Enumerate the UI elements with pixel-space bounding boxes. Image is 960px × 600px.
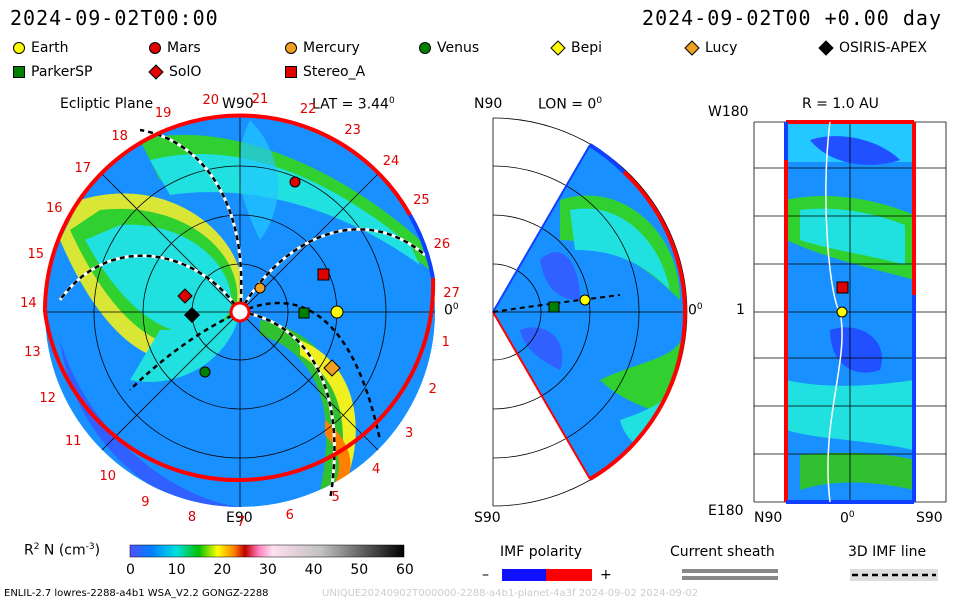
carrington-20: 20 [202, 93, 220, 109]
lon-label: LON = 00 [538, 96, 603, 113]
imf-positive-bar [546, 569, 592, 581]
mid-1-label: 1 [736, 302, 745, 318]
right-timestamp: 2024-09-02T00 +0.00 day [642, 6, 942, 30]
lat-label: LAT = 3.440 [312, 96, 395, 113]
stereo-a-marker [317, 268, 330, 281]
carrington-25: 25 [413, 192, 430, 208]
osiris-apex-marker [184, 307, 200, 323]
legend-osiris-apex: OSIRIS-APEX [818, 40, 927, 56]
legend-parkersp: ParkerSP [12, 64, 92, 80]
carrington-1: 1 [441, 334, 450, 350]
e180-label: E180 [708, 503, 744, 519]
carrington-3: 3 [404, 425, 414, 441]
legend-lucy: Lucy [684, 40, 737, 56]
meridional-panel [492, 117, 688, 507]
w180-label: W180 [708, 104, 749, 120]
n90-label: N90 [474, 96, 503, 112]
legend-mercury: Mercury [284, 40, 360, 56]
carrington-2: 2 [428, 382, 437, 398]
radius-label: R = 1.0 AU [802, 96, 879, 112]
legend-mars: Mars [148, 40, 201, 56]
carrington-17: 17 [74, 161, 91, 177]
carrington-18: 18 [111, 128, 128, 144]
footer-right: UNIQUE20240902T000000-2288-a4b1-planet-4… [322, 588, 699, 599]
bottom-e90-label: E90 [226, 510, 253, 526]
carrington-9: 9 [141, 494, 150, 510]
carrington-23: 23 [344, 123, 361, 139]
carrington-26: 26 [433, 237, 451, 253]
legend-earth: Earth [12, 40, 69, 56]
carrington-5: 5 [331, 490, 340, 506]
legend-venus: Venus [418, 40, 479, 56]
legend-solo: SolO [148, 64, 201, 80]
imfline-label: 3D IMF line [848, 544, 927, 560]
carrington-11: 11 [64, 433, 82, 449]
imf-minus: – [482, 567, 489, 583]
zero-label-1: 00 [444, 302, 459, 319]
colorbar-tick-50: 50 [350, 562, 369, 578]
top-w90-label: W90 [222, 96, 254, 112]
sphere-panel [753, 120, 947, 504]
imf-label: IMF polarity [500, 544, 583, 560]
imf-negative-bar [502, 569, 546, 581]
carrington-15: 15 [27, 246, 45, 262]
density-colorbar [129, 544, 405, 558]
earth-marker [330, 305, 344, 319]
carrington-13: 13 [24, 344, 41, 360]
colorbar-tick-20: 20 [213, 562, 232, 578]
carrington-16: 16 [45, 201, 63, 217]
carrington-14: 14 [20, 295, 37, 311]
mars-marker [289, 176, 301, 188]
carrington-4: 4 [372, 462, 381, 478]
colorbar-tick-10: 10 [167, 562, 186, 578]
mercury-marker [254, 282, 266, 294]
left-timestamp: 2024-09-02T00:00 [10, 6, 219, 30]
lucy-marker [323, 359, 341, 377]
x-label-s90: S90 [916, 510, 943, 526]
legend-stereo-a: Stereo_A [284, 64, 365, 80]
x-label-0: 00 [840, 510, 855, 527]
carrington-21: 21 [251, 91, 269, 107]
solo-marker [177, 288, 193, 304]
carrington-24: 24 [382, 153, 400, 169]
colorbar-tick-60: 60 [396, 562, 414, 578]
carrington-8: 8 [187, 510, 197, 526]
zero-label-2: 00 [688, 302, 703, 319]
colorbar-tick-0: 0 [126, 562, 135, 578]
s90-label: S90 [474, 510, 501, 526]
carrington-19: 19 [154, 105, 172, 121]
carrington-22: 22 [299, 102, 317, 118]
carrington-7: 7 [236, 514, 246, 530]
parker-marker [298, 307, 310, 319]
ecliptic-title: Ecliptic Plane [60, 96, 154, 112]
x-label-n90: N90 [754, 510, 783, 526]
footer-left: ENLIL-2.7 lowres-2288-a4b1 WSA_V2.2 GONG… [4, 588, 269, 599]
carrington-6: 6 [285, 508, 294, 524]
colorbar-tick-40: 40 [304, 562, 323, 578]
sheath-label: Current sheath [670, 544, 775, 560]
carrington-12: 12 [39, 391, 56, 407]
colorbar-tick-30: 30 [259, 562, 277, 578]
venus-marker [199, 366, 211, 378]
ecliptic-panel [42, 113, 436, 507]
carrington-27: 27 [443, 285, 460, 301]
imf-plus: + [600, 567, 612, 583]
carrington-10: 10 [99, 468, 117, 484]
colorbar-title: R2 N (cm-3) [24, 542, 101, 559]
legend-bepi: Bepi [550, 40, 602, 56]
